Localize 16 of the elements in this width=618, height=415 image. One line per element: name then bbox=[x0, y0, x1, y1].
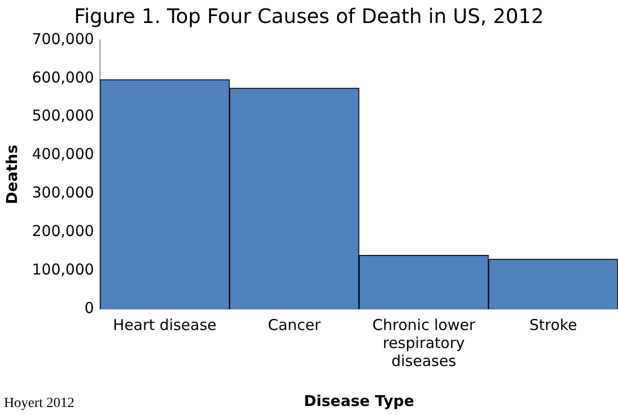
y-tick-label: 500,000 bbox=[32, 106, 94, 125]
x-tick-label: Heart disease bbox=[113, 316, 217, 334]
y-tick-label: 400,000 bbox=[32, 145, 94, 164]
y-tick-label: 300,000 bbox=[32, 184, 94, 202]
y-tick-label: 600,000 bbox=[32, 68, 94, 86]
y-tick-label: 200,000 bbox=[32, 222, 94, 240]
y-axis-title: Deaths bbox=[2, 144, 21, 204]
text: Hoyert 2012 bbox=[4, 396, 74, 412]
y-tick-label: 100,000 bbox=[32, 260, 94, 278]
x-tick-label: Cancer bbox=[268, 316, 322, 334]
y-tick-label: 0 bbox=[84, 298, 94, 317]
x-tick-label: Stroke bbox=[529, 316, 578, 334]
chart-title: Figure 1. Top Four Causes of Death in US, 2012 bbox=[74, 4, 544, 28]
x-tick-label: Chronic lower respiratory diseases bbox=[372, 316, 476, 370]
y-tick-label: 700,000 bbox=[32, 30, 94, 48]
x-axis-title: Disease Type bbox=[304, 392, 414, 410]
